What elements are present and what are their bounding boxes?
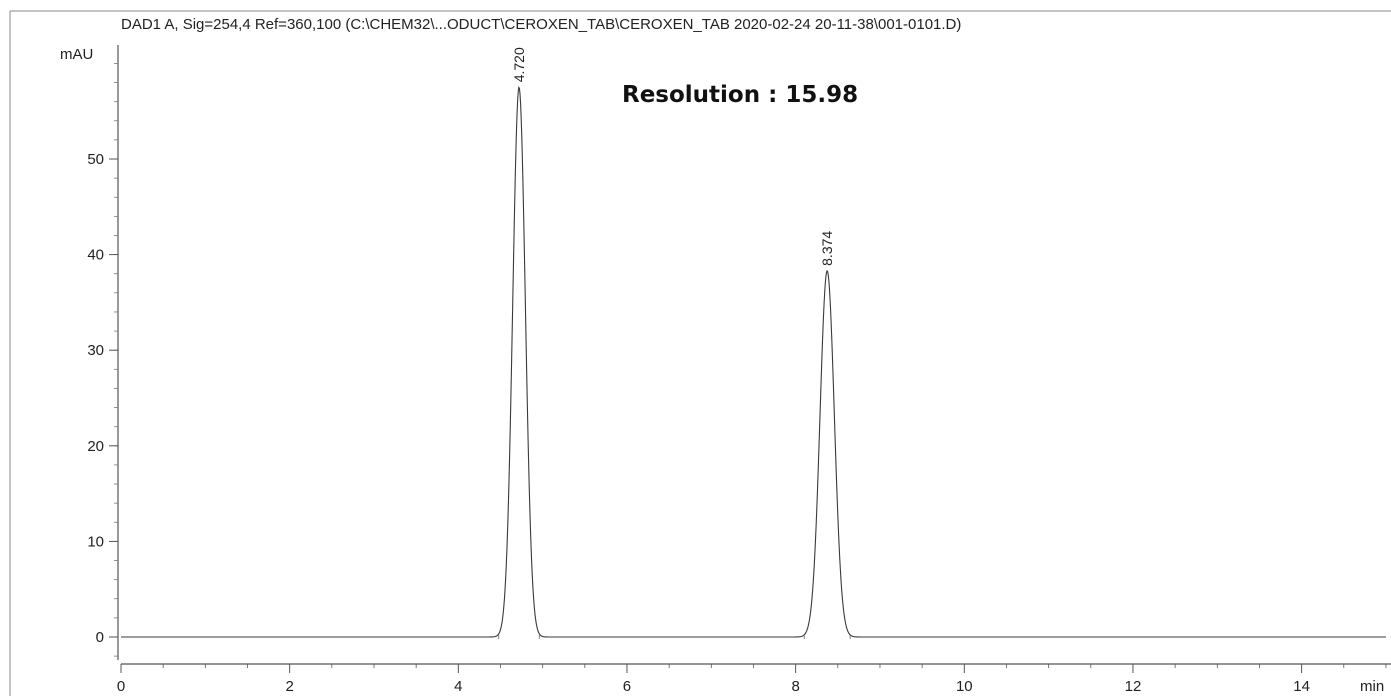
x-tick-label: 10 [956,678,973,695]
y-tick-label: 20 [87,438,104,455]
x-tick-label: 6 [623,678,631,695]
x-axis-unit-label: min [1360,678,1384,695]
x-tick-label: 4 [454,678,462,695]
plot-frame [9,10,1391,696]
chromatogram-trace [121,85,1386,639]
y-axis-unit-label: mAU [60,46,93,63]
x-tick-label: 14 [1293,678,1310,695]
peak-rt-label: 4.720 [511,47,527,82]
signal-line [121,85,1386,638]
y-tick-label: 50 [87,151,104,168]
y-tick-label: 30 [87,342,104,359]
x-tick-label: 12 [1125,678,1142,695]
chart-title: DAD1 A, Sig=254,4 Ref=360,100 (C:\CHEM32… [121,16,961,33]
resolution-annotation: Resolution : 15.98 [622,82,858,108]
y-tick-label: 10 [87,533,104,550]
y-tick-label: 40 [87,247,104,264]
peak-rt-label: 8.374 [819,231,835,266]
x-tick-label: 8 [791,678,799,695]
peak-labels: 4.720 8.374 [511,47,835,266]
x-tick-label: 0 [117,678,125,695]
x-tick-label: 2 [285,678,293,695]
axes: 0 10 20 30 40 50 0 2 4 6 8 10 12 14 [87,45,1391,695]
y-tick-label: 0 [96,629,104,646]
